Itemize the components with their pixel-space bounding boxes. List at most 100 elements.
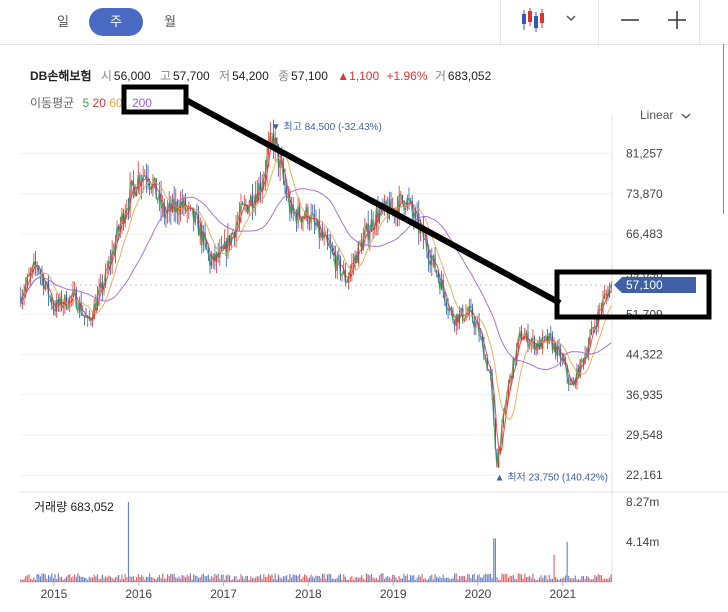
volume-bar bbox=[336, 577, 338, 582]
volume-bar bbox=[392, 574, 394, 582]
candle-body bbox=[437, 273, 439, 279]
candle-body bbox=[589, 335, 591, 346]
volume-bar bbox=[489, 574, 492, 582]
volume-bar bbox=[122, 579, 125, 582]
volume-bar bbox=[555, 577, 557, 582]
volume-bar bbox=[82, 576, 84, 582]
volume-bar bbox=[137, 573, 139, 582]
tab-daily[interactable]: 일 bbox=[57, 14, 69, 29]
volume-bar bbox=[287, 579, 289, 582]
volume-bar bbox=[114, 577, 116, 582]
candle-body bbox=[568, 377, 570, 385]
candlestick-icon[interactable] bbox=[515, 6, 555, 34]
volume-bar bbox=[610, 574, 612, 582]
volume-bar bbox=[605, 578, 607, 582]
volume-bar bbox=[206, 576, 208, 582]
volume-bar bbox=[450, 578, 452, 582]
volume-bar bbox=[584, 578, 586, 582]
volume-bar bbox=[299, 574, 301, 582]
volume-bar bbox=[553, 554, 555, 582]
candle-body bbox=[351, 263, 353, 271]
volume-bar bbox=[307, 578, 309, 582]
volume-bar bbox=[547, 579, 549, 582]
volume-bar bbox=[388, 577, 390, 582]
annotation-box-price bbox=[554, 269, 712, 320]
candle-body bbox=[604, 294, 606, 299]
zoom-out-button[interactable] bbox=[615, 6, 645, 34]
candle-body bbox=[341, 273, 343, 276]
candle-body bbox=[471, 308, 474, 321]
tab-monthly[interactable]: 월 bbox=[164, 14, 176, 29]
candle-body bbox=[93, 303, 95, 320]
candle-body bbox=[47, 281, 50, 297]
high-value: 57,700 bbox=[172, 69, 210, 83]
candle-body bbox=[246, 205, 249, 213]
volume-bar bbox=[49, 576, 51, 582]
volume-bar bbox=[452, 578, 454, 582]
volume-bar bbox=[33, 577, 35, 582]
candle-body bbox=[512, 358, 514, 379]
volume-bar bbox=[80, 576, 82, 582]
volume-bar bbox=[520, 574, 523, 582]
candle-body bbox=[212, 253, 214, 261]
chevron-down-icon[interactable] bbox=[562, 10, 580, 26]
candle-body bbox=[493, 395, 495, 421]
scale-label: Linear bbox=[640, 108, 674, 122]
candle-body bbox=[551, 335, 554, 350]
volume-bar bbox=[502, 574, 505, 582]
volume-bar bbox=[571, 578, 573, 582]
volume-bar bbox=[26, 575, 28, 582]
volume-bar bbox=[434, 574, 436, 582]
volume-bar bbox=[145, 576, 147, 582]
volume-bar bbox=[144, 579, 146, 582]
candle-body bbox=[370, 219, 373, 233]
volume-bar bbox=[243, 578, 245, 582]
ma-200[interactable]: 200 bbox=[131, 96, 152, 110]
candle-body bbox=[452, 311, 454, 322]
candle-body bbox=[496, 448, 498, 468]
volume-bar bbox=[318, 576, 320, 582]
volume-bar bbox=[225, 575, 227, 582]
volume-bar bbox=[305, 575, 307, 582]
volume-bar bbox=[357, 578, 359, 582]
tab-weekly[interactable]: 주 bbox=[89, 8, 143, 36]
candle-body bbox=[39, 271, 41, 274]
volume-bar bbox=[594, 574, 596, 582]
candle-body bbox=[258, 182, 260, 201]
zoom-in-button[interactable] bbox=[660, 6, 694, 34]
volume-bar bbox=[233, 576, 236, 582]
volume-bar bbox=[158, 574, 161, 582]
open-label: 시 bbox=[100, 69, 112, 83]
volume-bar bbox=[245, 576, 247, 582]
volume-bar bbox=[209, 578, 211, 582]
high-label: 고 bbox=[159, 69, 171, 83]
volume-bar bbox=[168, 575, 170, 582]
volume-bar bbox=[548, 574, 550, 582]
volume-bar bbox=[163, 578, 165, 582]
volume-bar bbox=[34, 579, 37, 582]
volume-bar bbox=[36, 573, 38, 582]
volume-bar bbox=[577, 579, 580, 582]
candle-body bbox=[321, 231, 324, 239]
volume-bar bbox=[591, 579, 593, 582]
scale-dropdown[interactable]: Linear bbox=[640, 108, 692, 122]
volume-bar bbox=[78, 575, 81, 582]
volume-bar bbox=[537, 579, 539, 582]
candle-body bbox=[475, 322, 477, 328]
ma-5[interactable]: 5 bbox=[82, 96, 90, 110]
candle-body bbox=[502, 413, 505, 425]
volume-bar bbox=[269, 575, 271, 582]
volume-bar bbox=[429, 575, 431, 582]
volume-bar bbox=[77, 573, 79, 582]
volume-bar bbox=[176, 578, 178, 582]
volume-bar bbox=[426, 579, 428, 582]
volume-bar bbox=[427, 578, 430, 582]
candle-body bbox=[248, 204, 250, 213]
volume-bar bbox=[473, 573, 475, 582]
candle-body bbox=[290, 204, 293, 215]
ma-20[interactable]: 20 bbox=[92, 96, 106, 110]
candle-body bbox=[300, 218, 302, 223]
ma-60[interactable]: 60 bbox=[109, 96, 123, 110]
volume-bar bbox=[543, 575, 545, 582]
